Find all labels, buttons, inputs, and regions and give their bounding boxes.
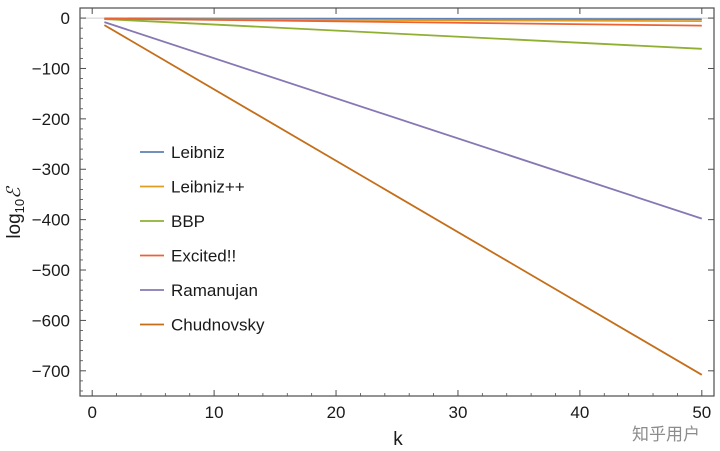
x-tick-label: 20	[327, 403, 346, 422]
x-tick-label: 10	[205, 403, 224, 422]
series-line-chudnovsky	[103, 24, 703, 376]
legend-label: BBP	[171, 212, 205, 231]
y-axis-title: log10ℰ	[3, 185, 27, 239]
legend-label: Leibniz++	[171, 178, 245, 197]
y-tick-label: −200	[32, 110, 70, 129]
legend-label: Ramanujan	[171, 281, 258, 300]
x-tick-label: 50	[692, 403, 711, 422]
legend-label: Chudnovsky	[171, 316, 265, 335]
y-tick-label: −700	[32, 362, 70, 381]
x-tick-label: 0	[87, 403, 96, 422]
axis-ticks: 0 10 20 30 40 50 0 −100 −200 −300 −400 −500 −600 −700	[32, 8, 714, 422]
series-line-excited	[104, 17, 702, 27]
x-tick-label: 30	[449, 403, 468, 422]
x-tick-label: 40	[570, 403, 589, 422]
y-tick-label: 0	[61, 9, 70, 28]
y-tick-label: −100	[32, 59, 70, 78]
legend: Leibniz Leibniz++ BBP Excited!! Ramanujan Chu…	[140, 143, 265, 335]
y-tick-label: −600	[32, 311, 70, 330]
series-line-bbp	[104, 18, 702, 50]
series-line-ramanujan	[104, 21, 703, 220]
x-axis-title: k	[393, 429, 403, 450]
y-tick-label: −400	[32, 211, 70, 230]
y-tick-label: −500	[32, 261, 70, 280]
watermark-text: 知乎用户	[632, 425, 700, 445]
plot-border	[79, 7, 715, 397]
legend-label: Excited!!	[171, 247, 236, 266]
legend-label: Leibniz	[171, 143, 225, 162]
series-lines	[103, 17, 703, 376]
y-tick-label: −300	[32, 160, 70, 179]
